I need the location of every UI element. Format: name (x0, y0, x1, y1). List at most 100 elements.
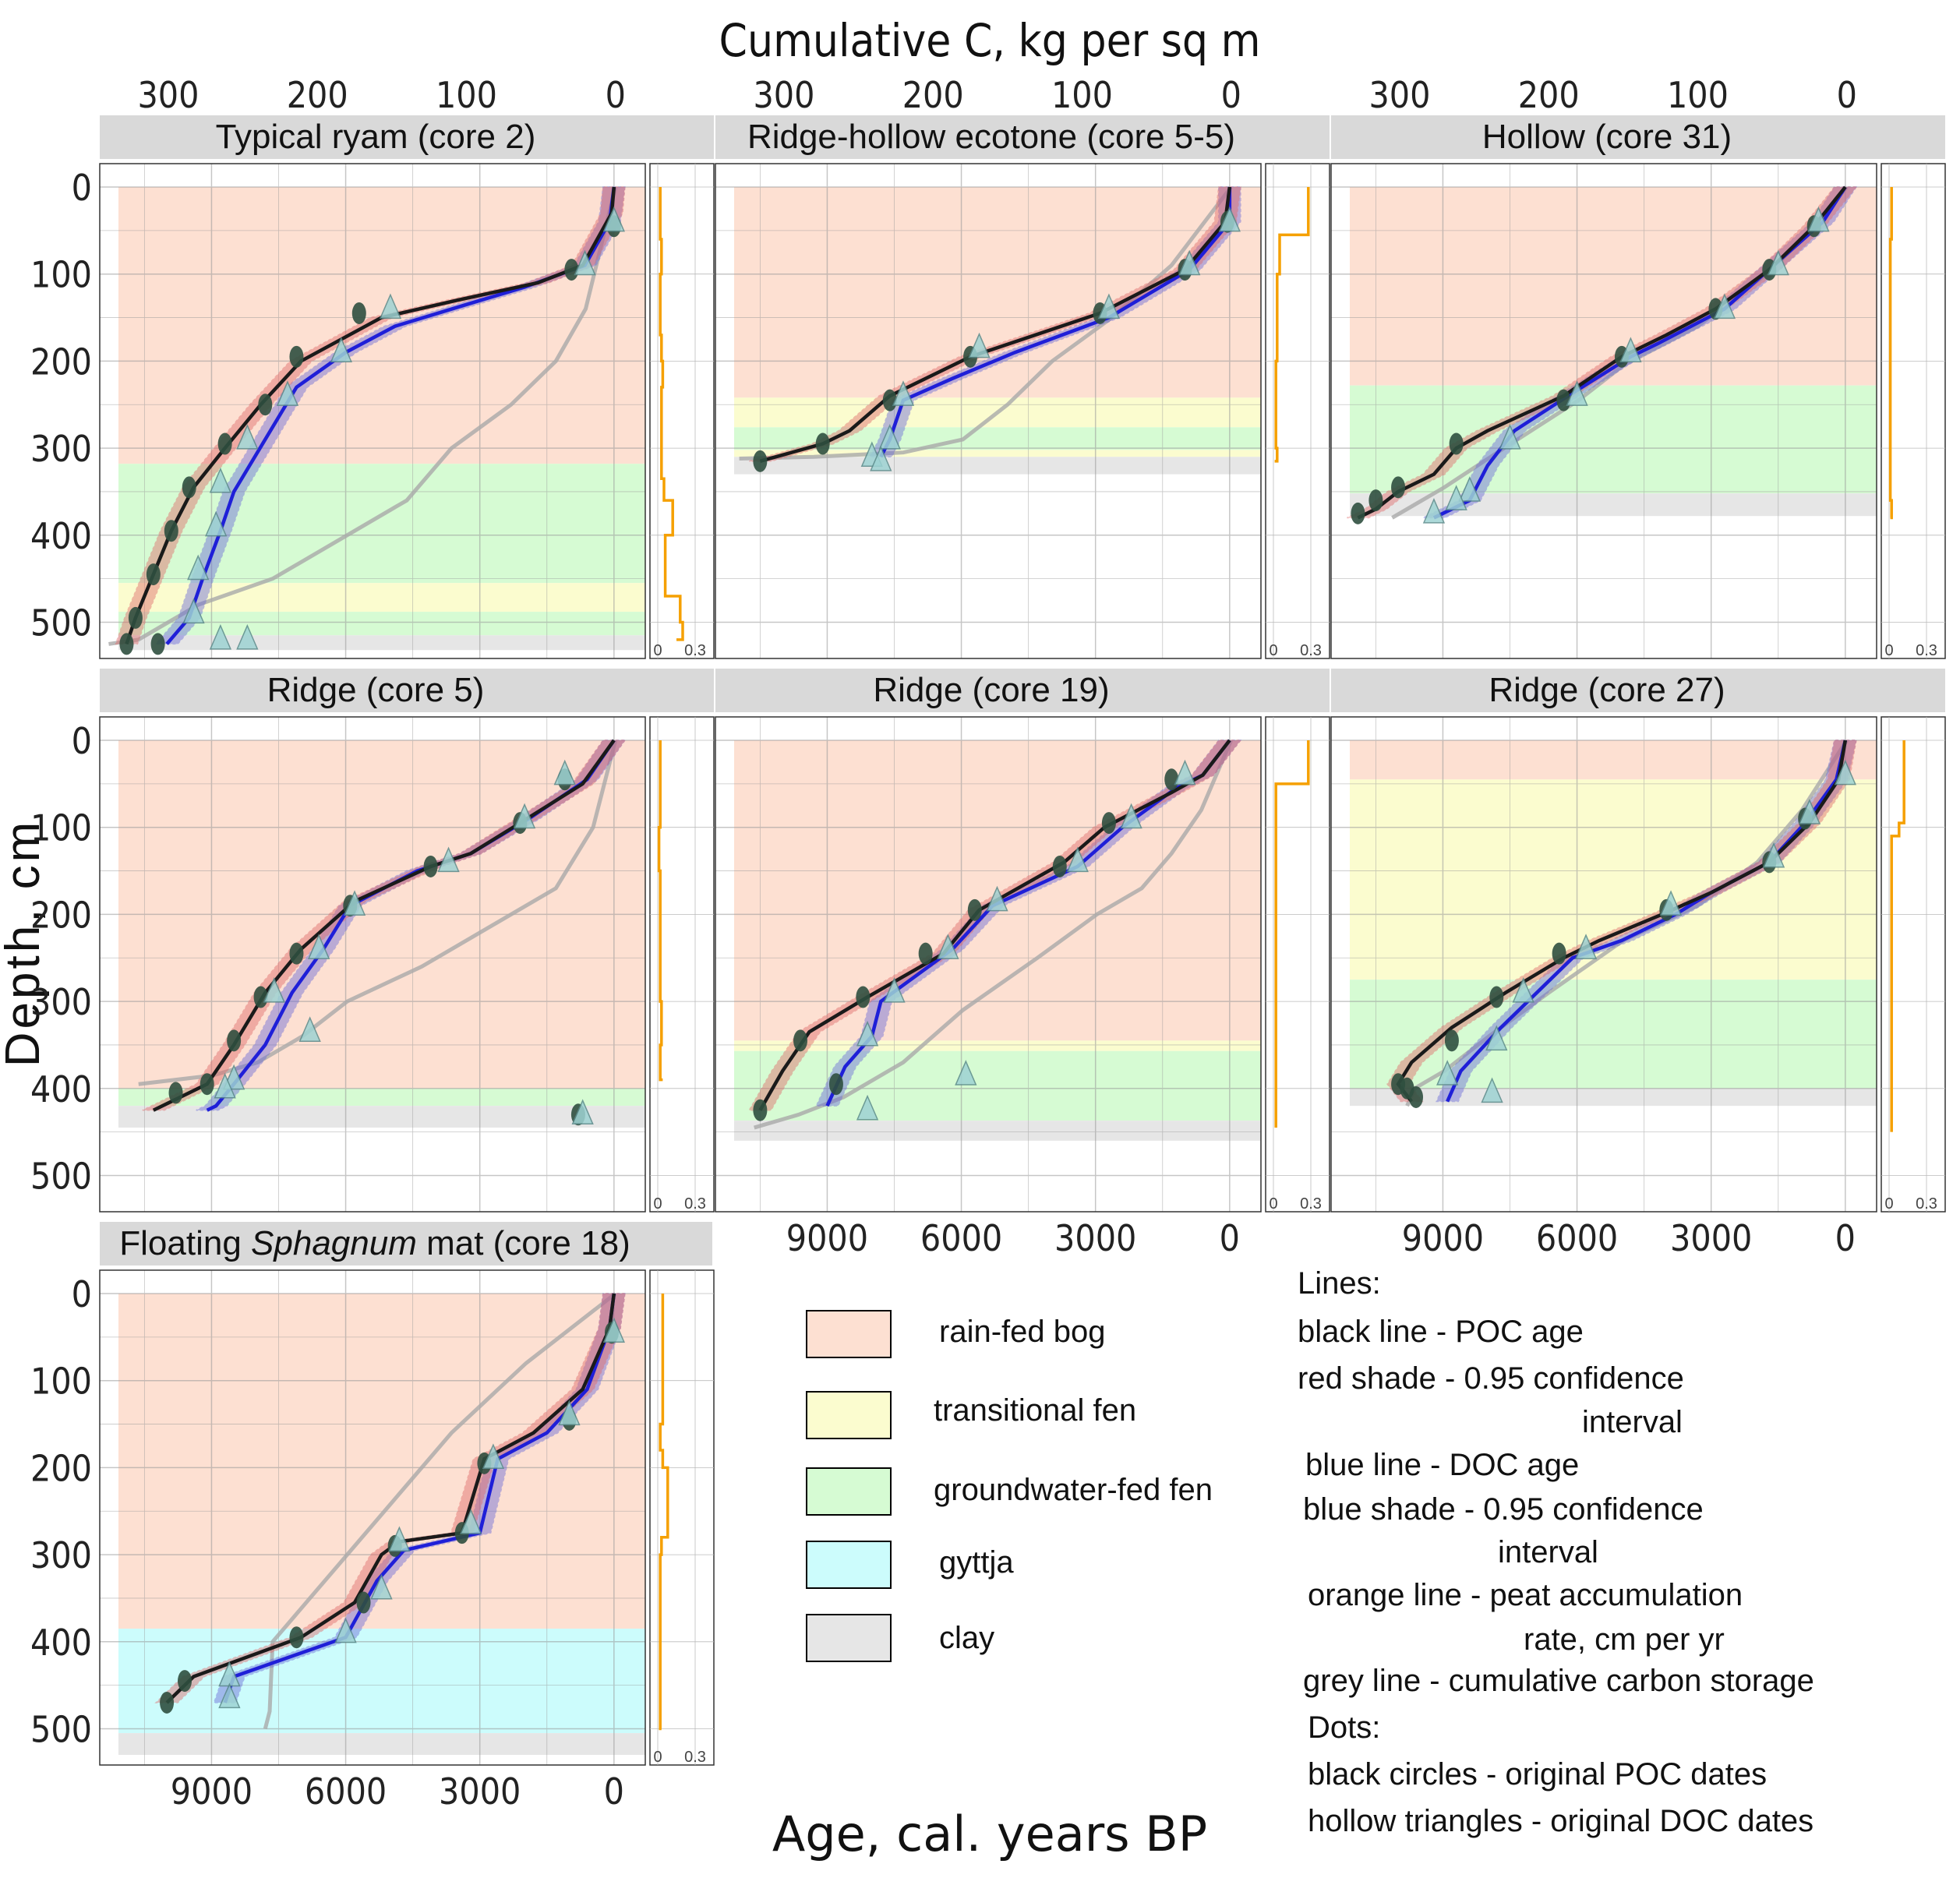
legend-label-groundwater-fed-fen: groundwater-fed fen (934, 1473, 1213, 1507)
y-tick-label: 0 (72, 167, 92, 209)
doc-date-triangle (1798, 799, 1821, 824)
doc-date-triangle (482, 1443, 505, 1469)
doc-date-triangle (1066, 846, 1089, 873)
band-rain_fed_bog (1350, 187, 1877, 386)
doc-date-triangle (1422, 497, 1446, 524)
doc-date-triangle (276, 380, 299, 406)
top-tick-label: 0 (1837, 74, 1857, 116)
legend-label-gyttja: gyttja (939, 1545, 1014, 1580)
rate-tick-label: 0.3 (1916, 1195, 1937, 1213)
doc-date-triangle (1512, 977, 1534, 1003)
doc-date-triangle (1178, 249, 1201, 276)
rate-tick-label: 0.3 (684, 1195, 706, 1213)
doc-date-triangle (1834, 759, 1856, 785)
doc-date-triangle (602, 206, 625, 232)
top-tick-label: 200 (287, 74, 348, 116)
poc-date-circle (182, 476, 196, 499)
band-gyttja (118, 1629, 645, 1734)
doc-confidence-shade (213, 1293, 626, 1703)
poc-date-circle (1409, 1085, 1424, 1108)
y-tick-label: 500 (30, 602, 92, 644)
y-tick-label: 500 (30, 1709, 92, 1751)
doc-age-line (879, 187, 1232, 458)
legend: rain-fed bog transitional fen groundwate… (806, 1310, 1213, 1662)
panel-6: Ridge (core 27) 9000 6000 3000 0 0 0.3 (1330, 669, 1946, 1259)
poc-date-circle (918, 942, 933, 965)
poc-date-circle (423, 855, 438, 877)
poc-date-circle (1391, 476, 1406, 499)
doc-date-triangle (574, 249, 596, 276)
y-tick-label: 300 (30, 428, 92, 470)
y-tick-label: 300 (30, 981, 92, 1023)
rate-panel-frame (1881, 163, 1946, 659)
y-tick-label: 300 (30, 1534, 92, 1576)
panels: Typical ryam (core 2) 0 100 200 300 400 500 300… (30, 74, 1946, 1813)
doc-date-triangle (1485, 1025, 1508, 1051)
plot-frame (715, 716, 1262, 1213)
doc-date-triangle (1713, 293, 1736, 319)
rate-tick-label: 0.3 (1916, 642, 1937, 659)
doc-date-triangle (182, 598, 205, 624)
legend-item-transitional-fen: transitional fen (806, 1391, 1136, 1439)
x-tick-label: 6000 (920, 1217, 1002, 1259)
poc-date-circle (217, 432, 232, 455)
notes-hollow-triangles: hollow triangles - original DOC dates (1308, 1804, 1813, 1838)
legend-swatch-groundwater-fed-fen (806, 1467, 892, 1516)
band-rain_fed_bog (118, 187, 645, 464)
legend-swatch-clay (806, 1614, 892, 1662)
grid (1331, 164, 1877, 658)
doc-date-triangle (1619, 337, 1642, 362)
doc-date-triangle (460, 1509, 482, 1534)
poc-date-circle (128, 606, 143, 629)
doc-date-triangle (558, 1400, 581, 1426)
peat-rate-line (1274, 187, 1310, 463)
y-tick-label: 400 (30, 515, 92, 557)
panel-title: Floating Sphagnum mat (core 18) (119, 1224, 630, 1262)
doc-date-triangle (955, 1060, 977, 1085)
peat-rate-line (1888, 187, 1893, 520)
poc-date-circle (856, 986, 871, 1008)
top-tick-label: 100 (1051, 74, 1113, 116)
panel-strip (100, 1222, 712, 1266)
y-tick-label: 400 (30, 1068, 92, 1110)
y-tick-label: 100 (30, 254, 92, 296)
legend-label-rain-fed-bog: rain-fed bog (939, 1315, 1105, 1349)
peat-rate-line (1890, 740, 1905, 1132)
notes-orange-line: orange line - peat accumulation (1308, 1578, 1743, 1612)
x-tick-label: 9000 (171, 1770, 253, 1813)
doc-date-triangle (379, 293, 402, 319)
poc-date-circle (160, 1691, 175, 1714)
doc-date-triangle (343, 890, 366, 916)
doc-date-triangle (878, 424, 901, 450)
poc-date-circle (200, 1073, 214, 1096)
band-clay (118, 635, 645, 651)
y-tick-label: 0 (72, 720, 92, 762)
grid (100, 1270, 645, 1765)
doc-date-triangle (1436, 1060, 1459, 1085)
poc-date-circle (119, 633, 134, 655)
poc-date-circle (351, 302, 366, 324)
poc-date-circle (815, 432, 830, 455)
notes-grey-line: grey line - cumulative carbon storage (1303, 1664, 1814, 1698)
panel-title-part: Sphagnum (251, 1224, 417, 1262)
panel-strip (100, 669, 714, 712)
doc-date-triangle (513, 803, 536, 829)
top-tick-label: 200 (902, 74, 964, 116)
top-axis-title: Cumulative C, kg per sq m (719, 14, 1261, 67)
poc-date-circle (1368, 489, 1383, 512)
rate-grid (650, 1270, 714, 1765)
carbon-storage-line (1405, 739, 1849, 1107)
legend-item-groundwater-fed-fen: groundwater-fed fen (806, 1467, 1213, 1516)
panel-title: Hollow (core 31) (1482, 118, 1732, 156)
legend-swatch-rain-fed-bog (806, 1310, 892, 1358)
y-axis-title: Depth, cm (0, 819, 50, 1068)
x-tick-label: 6000 (305, 1770, 387, 1813)
rate-tick-label: 0.3 (684, 642, 706, 659)
panel-strip (1331, 669, 1945, 712)
band-groundwater_fed_fen (1350, 980, 1877, 1089)
doc-date-triangle (1481, 1077, 1503, 1103)
poc-age-line (165, 1293, 616, 1704)
doc-date-triangle (1807, 206, 1830, 232)
panel-strip (715, 115, 1330, 159)
panel-3: Hollow (core 31) 300 200 100 0 0 0.3 (1330, 74, 1946, 659)
